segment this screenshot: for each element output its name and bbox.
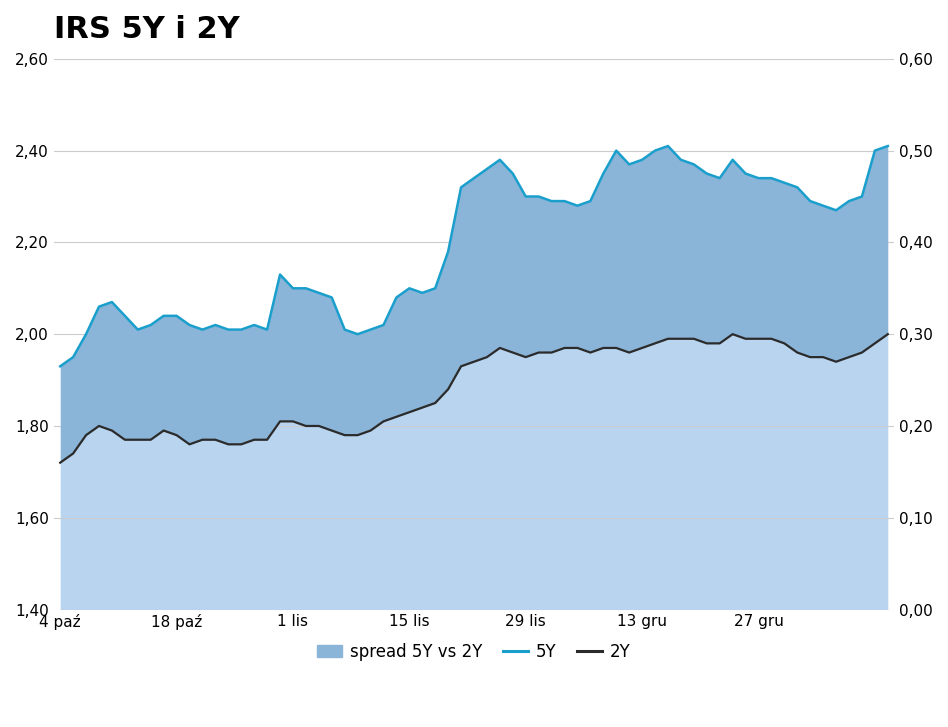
Legend: spread 5Y vs 2Y, 5Y, 2Y: spread 5Y vs 2Y, 5Y, 2Y xyxy=(310,636,638,667)
Text: IRS 5Y i 2Y: IRS 5Y i 2Y xyxy=(54,15,239,44)
